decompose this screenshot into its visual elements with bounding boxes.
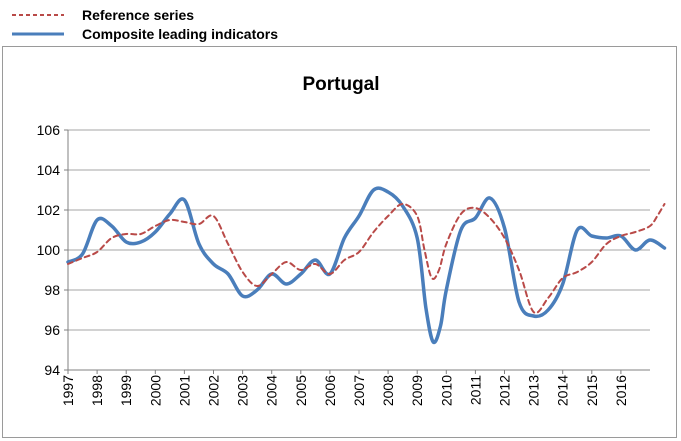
- chart-title: Portugal: [302, 74, 379, 95]
- y-tick-labels: 94 96 98 100 102 104 106: [37, 122, 61, 378]
- x-tick-label: 2009: [409, 375, 425, 406]
- series-line-cli: [66, 186, 667, 345]
- y-tick-label: 100: [37, 242, 61, 258]
- x-tick-label: 2013: [526, 375, 542, 406]
- x-tick-label: 2012: [497, 375, 513, 406]
- x-tick-label: 1998: [89, 375, 105, 406]
- x-tick-label: 1999: [118, 375, 134, 406]
- x-tick-label: 2011: [467, 375, 483, 405]
- x-tick-label: 2002: [206, 375, 222, 406]
- y-tick-label: 94: [44, 362, 60, 378]
- y-tick-label: 104: [37, 162, 61, 178]
- x-tick-label: 2001: [176, 375, 192, 406]
- legend-label-cli: Composite leading indicators: [82, 26, 279, 42]
- axes: [64, 129, 650, 374]
- chart-area: [2, 46, 677, 438]
- x-tick-label: 2010: [438, 375, 454, 406]
- x-tick-label: 2014: [555, 375, 571, 406]
- x-tick-label: 2016: [613, 375, 629, 406]
- x-tick-label: 2005: [293, 375, 309, 406]
- series-line-reference: [67, 203, 666, 314]
- legend: Reference series Composite leading indic…: [0, 0, 681, 46]
- legend-swatch-reference: [12, 14, 64, 16]
- series-lines: [66, 186, 667, 345]
- y-tick-label: 102: [37, 202, 61, 218]
- x-tick-label: 2000: [147, 375, 163, 406]
- x-tick-label: 2004: [264, 375, 280, 406]
- x-tick-labels: 1997 1998 1999 2000 2001 2002 2003 2004 2005 2006…: [60, 375, 629, 406]
- y-tick-label: 98: [44, 282, 60, 298]
- legend-swatch-cli: [12, 32, 64, 36]
- y-tick-label: 96: [44, 322, 60, 338]
- y-tick-label: 106: [37, 122, 61, 138]
- grid-lines: [68, 129, 650, 331]
- x-tick-label: 2008: [380, 375, 396, 406]
- x-tick-label: 2003: [235, 375, 251, 406]
- x-tick-label: 1997: [60, 375, 76, 406]
- x-tick-label: 2006: [322, 375, 338, 406]
- legend-label-reference: Reference series: [82, 7, 195, 23]
- x-tick-label: 2015: [584, 375, 600, 406]
- x-tick-label: 2007: [351, 375, 367, 406]
